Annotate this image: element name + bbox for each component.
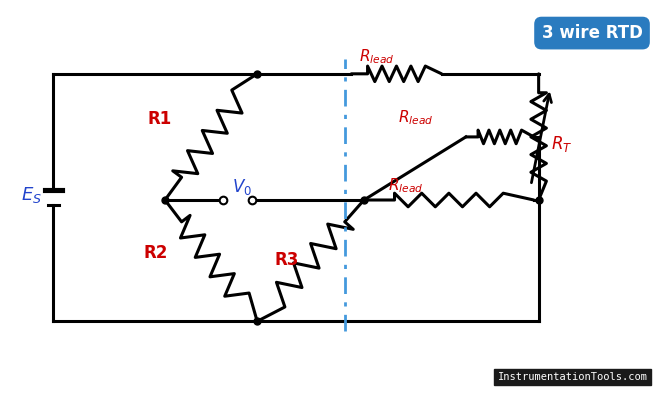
Text: $R_{lead}$: $R_{lead}$ <box>388 176 424 195</box>
Text: R2: R2 <box>144 244 168 262</box>
Text: R1: R1 <box>148 110 172 128</box>
Text: $R_T$: $R_T$ <box>551 134 573 154</box>
Text: InstrumentationTools.com: InstrumentationTools.com <box>498 372 647 382</box>
Text: $R_{lead}$: $R_{lead}$ <box>359 47 395 66</box>
Text: $E_S$: $E_S$ <box>21 185 42 205</box>
Text: R3: R3 <box>275 251 299 269</box>
Text: $R_{lead}$: $R_{lead}$ <box>398 108 434 127</box>
Text: 3 wire RTD: 3 wire RTD <box>542 24 642 42</box>
Text: $V_0$: $V_0$ <box>232 177 252 197</box>
